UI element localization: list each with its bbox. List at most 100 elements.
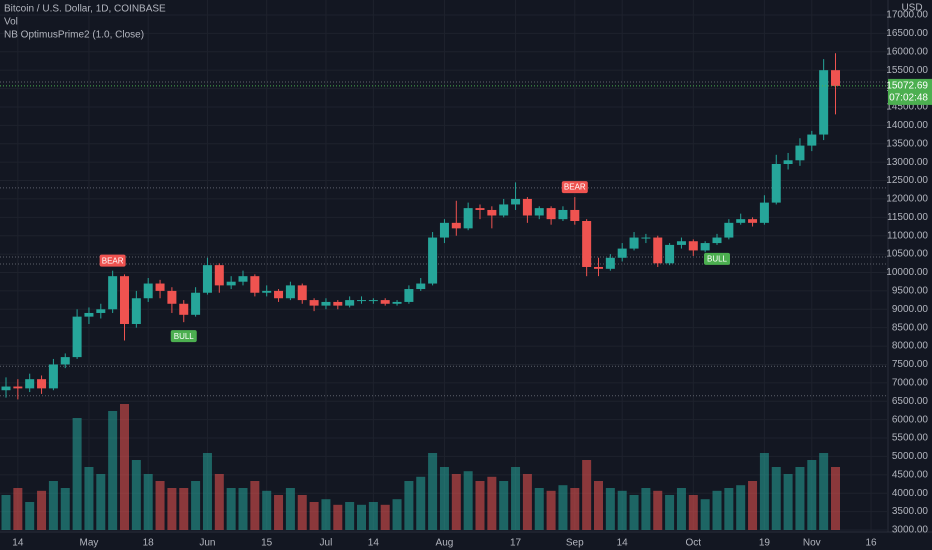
volume-bar (309, 502, 319, 530)
volume-bar (392, 499, 402, 530)
candle-body (819, 70, 829, 135)
candle-body (546, 208, 556, 220)
candle-body (700, 243, 710, 251)
volume-layer (1, 404, 840, 530)
y-tick-label: 16500.00 (886, 28, 928, 39)
y-tick-label: 13500.00 (886, 138, 928, 149)
y-tick-label: 11500.00 (887, 212, 928, 223)
volume-bar (37, 490, 47, 530)
volume-bar (700, 499, 710, 530)
y-tick-label: 5000.00 (892, 451, 929, 462)
y-tick-label: 15500.00 (886, 65, 928, 76)
volume-bar (819, 453, 829, 530)
x-tick-label: Nov (803, 538, 821, 549)
candle-body (250, 276, 260, 293)
volume-bar (582, 460, 592, 530)
x-tick-label: Oct (686, 538, 702, 549)
candle-body (179, 303, 189, 315)
candle-body (439, 222, 449, 238)
y-tick-label: 14500.00 (886, 102, 928, 113)
y-tick-label: 7000.00 (892, 377, 929, 388)
candle-body (202, 265, 212, 293)
candle-body (404, 289, 414, 302)
indicator-title: NB OptimusPrime2 (1.0, Close) (4, 30, 144, 41)
volume-bar (13, 488, 23, 530)
volume-bar (617, 490, 627, 530)
candle-body (771, 163, 781, 203)
x-tick-label: 19 (759, 538, 771, 549)
candle-body (605, 257, 615, 269)
volume-bar (688, 495, 698, 530)
candle-body (214, 265, 224, 286)
x-tick-label: 14 (617, 538, 629, 549)
volume-bar (712, 490, 722, 530)
signal-box (704, 252, 730, 265)
candle-body (416, 283, 426, 290)
y-tick-label: 11000.00 (887, 230, 928, 241)
candle-layer (1, 53, 840, 400)
signal-box (170, 330, 197, 343)
signal-label: BEAR (564, 183, 586, 192)
volume-bar (226, 488, 236, 530)
candle-body (534, 208, 544, 216)
y-tick-label: 10500.00 (886, 249, 928, 260)
volume-bar (1, 495, 11, 530)
volume-bar (380, 504, 390, 530)
signal-label: BULL (707, 255, 728, 264)
volume-bar (345, 502, 355, 530)
volume-bar (605, 488, 615, 530)
y-tick-label: 7500.00 (892, 359, 929, 370)
volume-bar (629, 495, 639, 530)
candle-body (629, 237, 639, 249)
candle-body (617, 248, 627, 258)
y-tick-label: 10000.00 (886, 267, 928, 278)
candle-body (724, 222, 734, 238)
y-tick-label: 9500.00 (892, 286, 929, 297)
volume-bar (534, 488, 544, 530)
volume-bar (250, 481, 260, 530)
y-tick-label: 8000.00 (892, 341, 929, 352)
volume-bar (463, 471, 473, 530)
x-tick-label: 18 (143, 538, 155, 549)
volume-bar (807, 460, 817, 530)
candle-body (641, 237, 651, 239)
y-tick-label: 6000.00 (892, 414, 929, 425)
volume-bar (48, 481, 58, 530)
y-tick-label: 12000.00 (886, 194, 928, 205)
volume-bar (238, 488, 248, 530)
candle-body (748, 219, 758, 223)
y-tick-label: 12500.00 (886, 175, 928, 186)
volume-bar (724, 488, 734, 530)
volume-bar (665, 495, 675, 530)
currency-label: USD (901, 3, 922, 14)
candle-body (499, 204, 509, 216)
candle-body (143, 283, 153, 299)
candle-body (558, 209, 568, 220)
volume-bar (522, 474, 532, 530)
candle-body (72, 316, 82, 358)
volume-bar (84, 467, 94, 530)
candle-body (96, 309, 106, 313)
x-tick-label: 16 (865, 538, 877, 549)
volume-bar (404, 481, 414, 530)
candle-body (309, 300, 319, 306)
candle-body (759, 202, 769, 223)
volume-bar (416, 476, 426, 530)
candle-body (120, 276, 129, 324)
volume-title: Vol (4, 17, 18, 28)
volume-bar (511, 467, 521, 530)
y-tick-label: 17000.00 (886, 10, 928, 21)
volume-bar (179, 488, 189, 530)
chart-title: Bitcoin / U.S. Dollar, 1D, COINBASE (4, 4, 166, 15)
volume-bar (771, 467, 781, 530)
candle-body (37, 379, 47, 389)
candle-body (191, 292, 201, 315)
volume-bar (155, 481, 165, 530)
candle-body (155, 283, 165, 291)
volume-bar (191, 481, 201, 530)
x-tick-label: 17 (510, 538, 522, 549)
volume-bar (143, 474, 153, 530)
candle-body (594, 266, 603, 269)
volume-bar (262, 490, 272, 530)
